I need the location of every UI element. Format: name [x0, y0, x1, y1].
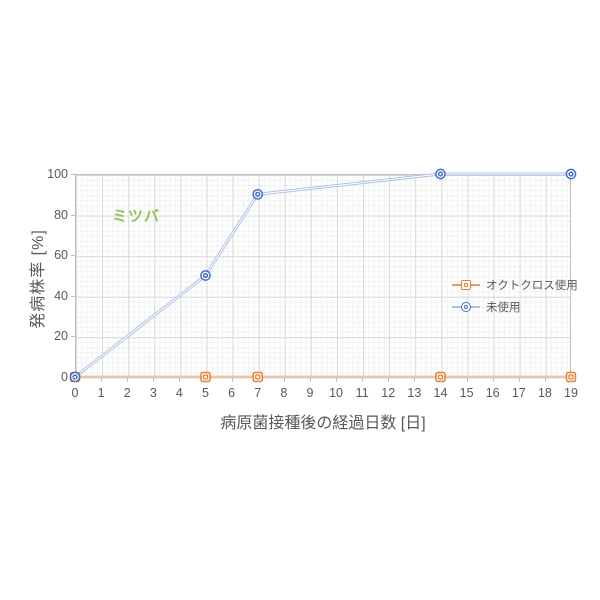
x-tick-label: 13 — [407, 386, 422, 400]
x-tick-label: 7 — [254, 386, 262, 400]
series-annotation-label: ミツバ — [112, 208, 161, 225]
x-tick-label: 4 — [175, 386, 183, 400]
x-tick-mark — [492, 378, 494, 382]
x-tick-label: 15 — [459, 386, 474, 400]
x-tick-mark — [362, 378, 364, 382]
x-tick-mark — [414, 378, 416, 382]
x-tick-label: 3 — [149, 386, 157, 400]
x-tick-label: 19 — [564, 386, 578, 400]
legend-marker-inner — [463, 282, 469, 288]
x-tick-mark — [153, 378, 155, 382]
x-tick-label: 18 — [537, 386, 552, 400]
y-tick-mark — [71, 336, 75, 338]
y-tick-label: 100 — [47, 167, 68, 181]
x-tick-mark — [205, 378, 207, 382]
y-tick-mark — [71, 214, 75, 216]
x-tick-mark — [283, 378, 285, 382]
x-tick-label: 17 — [511, 386, 526, 400]
y-tick-mark — [71, 255, 75, 257]
legend-label: 未使用 — [486, 302, 521, 314]
legend-label: オクトクロス使用 — [486, 280, 578, 292]
x-tick-mark — [127, 378, 129, 382]
x-tick-label: 2 — [123, 386, 131, 400]
x-tick-mark — [336, 378, 338, 382]
legend-swatch — [452, 279, 480, 291]
x-tick-label: 16 — [485, 386, 500, 400]
x-axis-title: 病原菌接種後の経過日数 [日] — [220, 415, 426, 432]
x-tick-mark — [388, 378, 390, 382]
y-tick-label: 0 — [61, 370, 68, 384]
legend-item: オクトクロス使用 — [452, 274, 578, 296]
x-tick-label: 1 — [97, 386, 105, 400]
x-tick-mark — [466, 378, 468, 382]
legend-marker-square-icon — [461, 280, 471, 290]
y-tick-mark — [71, 295, 75, 297]
x-tick-mark — [518, 378, 520, 382]
x-tick-mark — [571, 378, 572, 382]
legend-item: 未使用 — [452, 296, 578, 318]
legend: オクトクロス使用 未使用 — [452, 274, 578, 318]
x-tick-label: 14 — [433, 386, 448, 400]
x-tick-label: 9 — [306, 386, 314, 400]
x-tick-label: 0 — [71, 386, 79, 400]
y-tick-label: 80 — [54, 207, 68, 222]
x-tick-label: 6 — [228, 386, 236, 400]
y-tick-label: 60 — [54, 248, 68, 263]
x-tick-mark — [75, 378, 76, 382]
x-tick-label: 11 — [355, 386, 369, 400]
x-tick-mark — [101, 378, 103, 382]
y-tick-mark — [71, 377, 75, 378]
y-tick-label: 40 — [54, 288, 68, 303]
legend-marker-inner — [463, 304, 469, 310]
x-tick-mark — [231, 378, 233, 382]
x-tick-label: 12 — [381, 386, 396, 400]
x-tick-label: 5 — [202, 386, 209, 400]
x-tick-mark — [309, 378, 311, 382]
x-tick-label: 8 — [280, 386, 288, 400]
legend-marker-circle-icon — [461, 302, 471, 312]
y-tick-mark — [71, 174, 75, 175]
y-axis-title: 発病株率 [%] — [30, 229, 47, 329]
x-tick-label: 10 — [329, 386, 343, 400]
legend-swatch — [452, 301, 480, 313]
y-tick-label: 20 — [54, 329, 68, 344]
x-tick-mark — [257, 378, 259, 382]
x-tick-mark — [544, 378, 546, 382]
x-tick-mark — [440, 378, 442, 382]
x-tick-mark — [179, 378, 181, 382]
